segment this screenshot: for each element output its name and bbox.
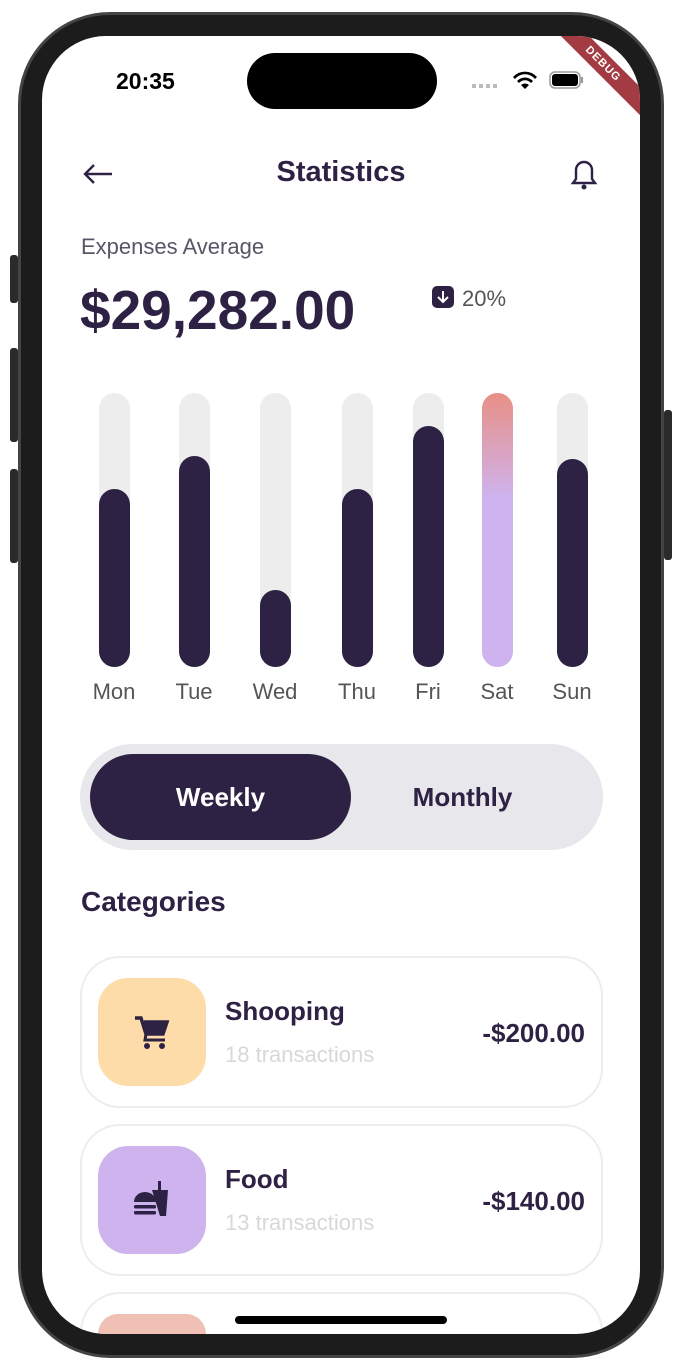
bar-track-sun[interactable] [557,393,588,667]
bar-track-wed[interactable] [260,393,291,667]
battery-icon [549,71,583,89]
categories-title: Categories [81,886,226,917]
wifi-icon [513,71,537,89]
tab-monthly[interactable]: Monthly [412,782,513,812]
dynamic-island [247,53,437,109]
power-button [664,410,672,560]
food-icon [98,1146,206,1254]
bar-track-tue[interactable] [179,393,210,667]
bar-tue [179,456,210,667]
change-percent: 20% [462,286,507,311]
day-label: Sat [480,679,514,704]
cart-icon [98,978,206,1086]
category-icon [98,1314,206,1334]
category-name: Shooping [225,996,345,1026]
day-label: Sun [552,679,592,704]
volume-up-button [10,348,18,442]
category-card-partial[interactable] [80,1292,603,1334]
day-label: Wed [252,679,298,704]
category-amount: -$140.00 [482,1186,585,1216]
category-name: Food [225,1164,289,1194]
signal-icon [472,84,497,88]
day-label: Tue [175,679,213,704]
bar-track-thu[interactable] [342,393,373,667]
period-toggle: Weekly Monthly [80,744,603,850]
category-amount: -$200.00 [482,1018,585,1048]
bar-wed [260,590,291,667]
arrow-down-icon [432,286,454,308]
status-time: 20:35 [116,68,175,94]
expenses-amount: $29,282.00 [80,279,356,341]
home-indicator[interactable] [235,1316,447,1324]
bell-icon[interactable] [570,159,598,191]
bar-thu [342,488,373,667]
expenses-label: Expenses Average [81,234,265,259]
bar-track-sat[interactable] [482,393,513,667]
category-card-food[interactable]: Food 13 transactions -$140.00 [80,1124,603,1276]
bar-sun [557,458,588,667]
day-label: Thu [338,679,376,704]
bar-mon [99,488,130,667]
page-title: Statistics [276,156,406,188]
category-transactions: 13 transactions [225,1210,375,1235]
screen: 20:35 DEBUG Statistics Expenses Average … [42,36,640,1334]
day-label: Fri [415,679,441,704]
volume-down-button [10,469,18,563]
bar-track-fri[interactable] [413,393,444,667]
bar-fri [413,425,444,667]
tab-weekly[interactable]: Weekly [90,754,351,840]
arrow-left-icon[interactable] [82,162,114,186]
mute-switch [10,255,18,303]
bar-sat [482,393,513,667]
category-card-shopping[interactable]: Shooping 18 transactions -$200.00 [80,956,603,1108]
bar-track-mon[interactable] [99,393,130,667]
day-label: Mon [92,679,136,704]
category-transactions: 18 transactions [225,1042,375,1067]
